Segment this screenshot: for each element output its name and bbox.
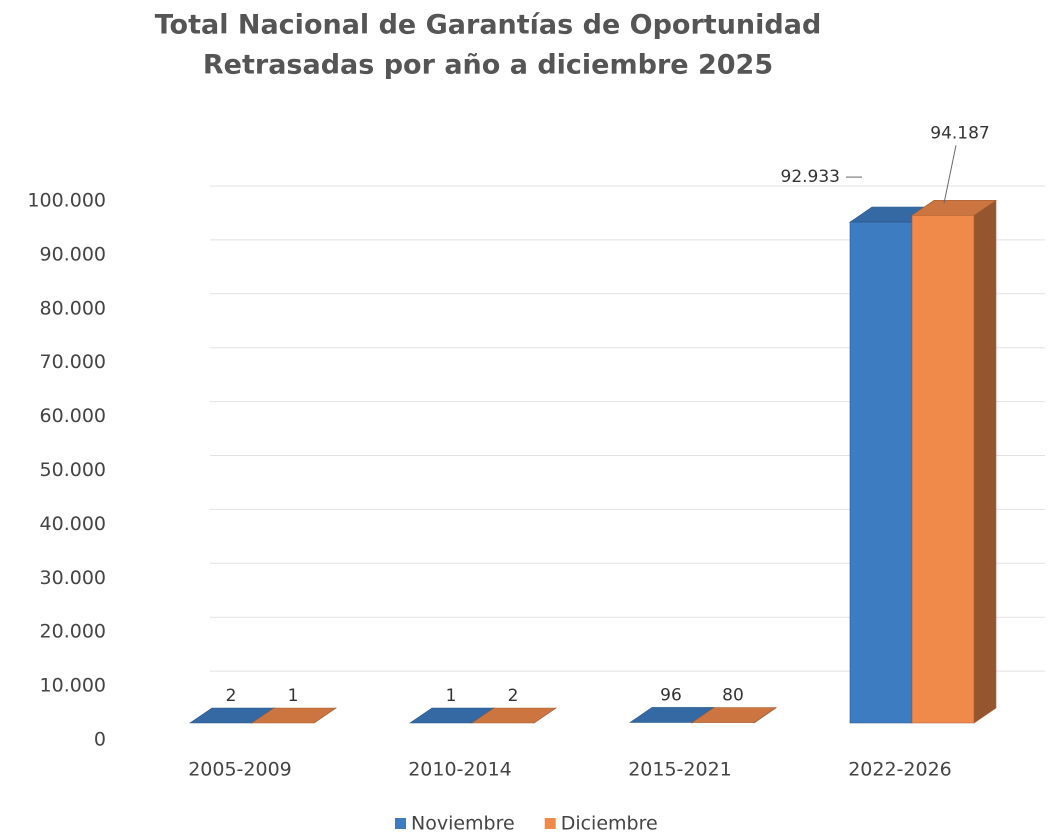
y-tick-label: 50.000 (40, 459, 106, 481)
bar (691, 707, 777, 724)
legend-swatch (544, 818, 556, 829)
legend-label: Noviembre (411, 813, 515, 835)
y-tick-label: 90.000 (40, 243, 106, 265)
bar-face (973, 199, 997, 724)
leader-line (943, 145, 957, 204)
bar-face (911, 215, 975, 724)
data-label: 1 (288, 686, 299, 706)
chart-title: Total Nacional de Garantías de Oportunid… (155, 10, 822, 41)
y-tick-label: 100.000 (27, 190, 106, 212)
y-tick-label: 70.000 (40, 351, 106, 373)
x-tick-label: 2022-2026 (848, 759, 952, 781)
y-tick-label: 20.000 (40, 621, 106, 643)
y-tick-label: 0 (94, 729, 106, 751)
data-label: 80 (722, 686, 744, 706)
legend-label: Diciembre (561, 813, 658, 835)
bar-face (533, 707, 557, 724)
x-tick-label: 2010-2014 (408, 759, 512, 781)
y-tick-label: 30.000 (40, 567, 106, 589)
data-label: 2 (226, 686, 237, 706)
bar-face (313, 707, 337, 724)
data-label: 94.187 (930, 123, 989, 143)
legend-swatch (395, 818, 406, 829)
y-tick-label: 10.000 (40, 675, 106, 697)
bar (471, 707, 557, 724)
y-tick-label: 40.000 (40, 513, 106, 535)
chart-subtitle: Retrasadas por año a diciembre 2025 (203, 50, 773, 81)
data-label: 96 (660, 685, 682, 705)
bar-face (753, 707, 777, 724)
data-label: 1 (446, 686, 457, 706)
data-label: 2 (508, 686, 519, 706)
y-tick-label: 80.000 (40, 297, 106, 319)
bar (251, 707, 337, 724)
x-tick-label: 2015-2021 (628, 759, 732, 781)
bar-face (849, 221, 913, 724)
data-label: 92.933 (781, 167, 840, 187)
bar (911, 199, 997, 724)
x-tick-label: 2005-2009 (188, 759, 292, 781)
y-tick-label: 60.000 (40, 405, 106, 427)
